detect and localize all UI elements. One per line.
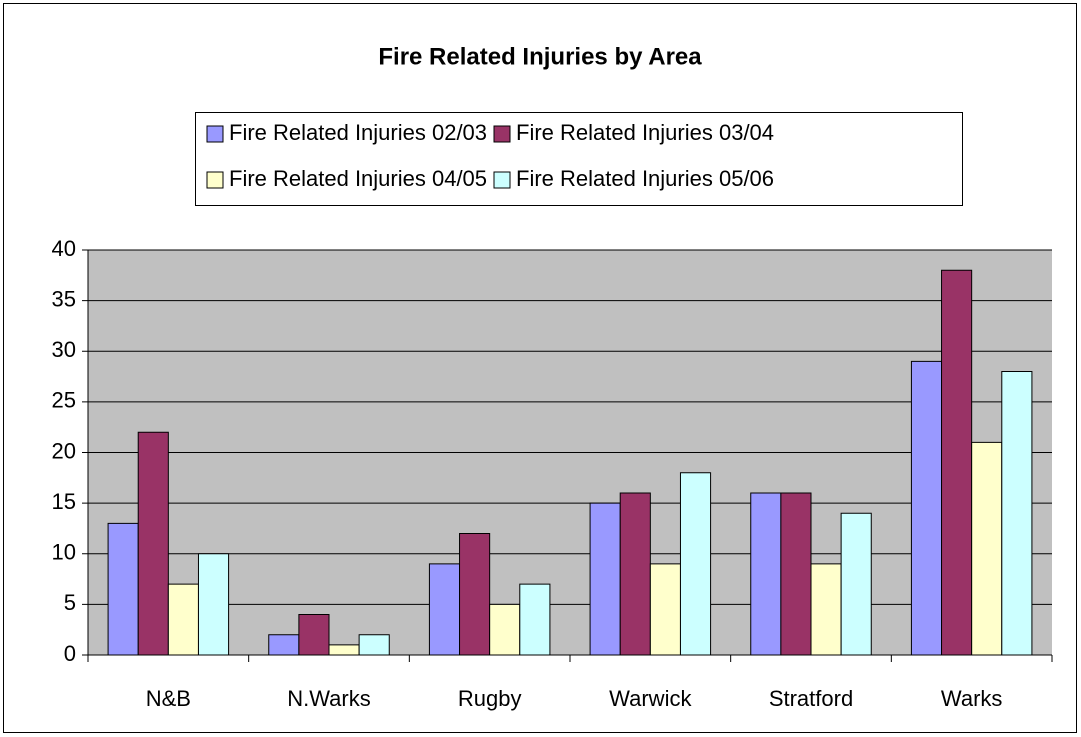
- bar: [780, 492, 812, 656]
- legend-label: Fire Related Injuries 02/03: [229, 120, 487, 145]
- y-tick-label: 40: [52, 236, 76, 261]
- bar: [649, 563, 681, 656]
- bar: [519, 583, 551, 656]
- y-tick-label: 5: [64, 590, 76, 615]
- bar: [167, 583, 199, 656]
- bar: [137, 431, 169, 656]
- bar: [619, 492, 651, 656]
- bar: [358, 634, 390, 656]
- bar: [840, 512, 872, 656]
- bar: [197, 553, 230, 656]
- bar: [428, 563, 461, 656]
- y-tick-label: 30: [52, 337, 76, 362]
- legend-label: Fire Related Injuries 03/04: [516, 120, 774, 145]
- y-tick-label: 15: [52, 489, 76, 514]
- bar: [328, 644, 360, 656]
- x-tick-label: Warwick: [609, 686, 692, 711]
- bar: [679, 472, 712, 656]
- y-tick-label: 35: [52, 286, 76, 311]
- bar: [971, 441, 1003, 656]
- x-tick-label: Warks: [941, 686, 1003, 711]
- bar: [750, 492, 782, 656]
- bar: [810, 563, 842, 656]
- x-tick-label: Rugby: [458, 686, 522, 711]
- bar: [1001, 371, 1033, 656]
- bar: [459, 533, 491, 656]
- bar: [268, 634, 300, 656]
- x-tick-label: N.Warks: [287, 686, 371, 711]
- y-tick-label: 10: [52, 540, 76, 565]
- bar: [298, 614, 330, 656]
- bar: [107, 522, 139, 656]
- legend-label: Fire Related Injuries 05/06: [516, 166, 774, 191]
- legend: [195, 112, 963, 206]
- x-tick-label: N&B: [146, 686, 191, 711]
- bar: [589, 502, 621, 656]
- bar: [910, 360, 943, 656]
- y-tick-label: 0: [64, 641, 76, 666]
- bar: [489, 603, 521, 656]
- y-tick-label: 25: [52, 388, 76, 413]
- legend-swatch: [206, 125, 224, 143]
- bar: [941, 269, 973, 656]
- legend-swatch: [206, 171, 224, 189]
- x-tick-label: Stratford: [769, 686, 853, 711]
- y-tick-label: 20: [52, 438, 76, 463]
- legend-swatch: [493, 125, 511, 143]
- legend-label: Fire Related Injuries 04/05: [229, 166, 487, 191]
- legend-swatch: [493, 171, 511, 189]
- chart-title: Fire Related Injuries by Area: [378, 43, 702, 70]
